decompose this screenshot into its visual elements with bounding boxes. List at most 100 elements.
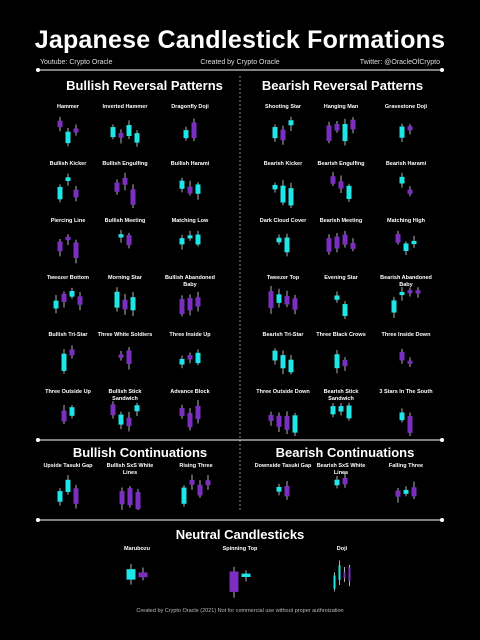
candle-body	[69, 349, 75, 356]
candle-body	[205, 480, 211, 486]
candle-body	[122, 299, 128, 310]
dot	[36, 68, 40, 72]
pattern-label: Tweezer Top	[266, 275, 300, 281]
pattern-label: Dark Cloud Cover	[259, 218, 307, 224]
candle-body	[276, 415, 282, 427]
candle-body	[187, 412, 193, 428]
candle-body	[272, 184, 278, 190]
candle-body	[195, 184, 201, 194]
candle-body	[334, 479, 340, 486]
candle-body	[403, 489, 409, 494]
candle-body	[330, 176, 336, 184]
candle-body	[73, 189, 79, 198]
candle-body	[407, 290, 413, 294]
candle-body	[288, 120, 294, 126]
candle-body	[126, 125, 132, 136]
candle-body	[179, 299, 185, 315]
candle-body	[407, 189, 413, 194]
candle-body	[118, 132, 124, 138]
candle-body	[399, 351, 405, 361]
pattern-label: Tweezer Bottom	[46, 275, 90, 281]
candle-body	[179, 407, 185, 417]
candle-body	[350, 242, 356, 249]
pattern-label: Bullish SxS White Lines	[106, 463, 154, 476]
candle-body	[334, 123, 340, 131]
dot	[440, 518, 444, 522]
pattern-label: Gravestone Doji	[384, 104, 428, 110]
candle-body	[191, 122, 197, 139]
pattern-label: Bearish Stick Sandwich	[323, 389, 359, 402]
candle-body	[65, 479, 71, 492]
candle-body	[187, 235, 193, 239]
section-title: Bearish Continuations	[275, 445, 415, 460]
candle-body	[61, 293, 67, 303]
candle-body	[118, 234, 124, 238]
candle-body	[415, 290, 421, 294]
pattern-label: Evening Star	[324, 275, 358, 281]
candle-body	[330, 406, 336, 415]
candle-body	[229, 571, 239, 592]
pattern-label: Upside Tasuki Gap	[43, 463, 93, 469]
pattern-label: Shooting Star	[264, 104, 302, 110]
candle-body	[138, 572, 148, 578]
pattern-label: Hanging Man	[323, 104, 359, 110]
pattern-label: Advance Block	[170, 389, 210, 395]
candle-body	[399, 291, 405, 296]
candle-body	[73, 128, 79, 133]
candle-body	[333, 575, 336, 589]
candle-body	[334, 354, 340, 369]
candle-body	[179, 238, 185, 245]
pattern-label: Spinning Top	[222, 546, 258, 552]
pattern-label: Bullish Kicker	[49, 161, 87, 167]
candle-body	[65, 131, 71, 144]
pattern-label: Bearish Harami	[385, 161, 427, 167]
dot	[36, 518, 40, 522]
pattern-label: Bearish Meeting	[319, 218, 363, 224]
candle-body	[187, 297, 193, 311]
section-title: Bullish Reversal Patterns	[66, 78, 223, 93]
pattern-label: Matching Low	[171, 218, 209, 224]
candle-body	[114, 182, 120, 192]
candle-body	[292, 415, 298, 433]
candle-body	[179, 180, 185, 189]
candle-body	[189, 479, 195, 485]
candle-body	[57, 241, 63, 252]
pattern-label: Bullish Abandoned Baby	[165, 275, 215, 288]
pattern-label: Bullish Stick Sandwich	[108, 389, 142, 402]
candle-body	[288, 359, 294, 373]
candle-body	[73, 488, 79, 504]
candle-body	[395, 233, 401, 243]
pattern-label: Piercing Line	[50, 218, 86, 224]
candle-body	[57, 186, 63, 200]
pattern-label: Dragonfly Doji	[171, 104, 209, 110]
candle-body	[391, 300, 397, 313]
candle-body	[338, 181, 344, 189]
candle-body	[276, 294, 282, 303]
candle-body	[338, 565, 341, 580]
candle-body	[241, 573, 251, 578]
candle-body	[65, 177, 71, 181]
candle-body	[268, 291, 274, 309]
candle-body	[342, 359, 348, 367]
candle-body	[272, 127, 278, 139]
pattern-label: Three Outside Up	[45, 389, 91, 395]
candle-body	[187, 355, 193, 360]
pattern-label: Bearish SxS White Lines	[316, 463, 366, 476]
candle-body	[187, 186, 193, 194]
candle-body	[57, 491, 63, 502]
candle-body	[130, 297, 136, 311]
candle-body	[195, 405, 201, 420]
candle-body	[110, 127, 116, 138]
candle-body	[342, 234, 348, 245]
pattern-label: Downside Tasuki Gap	[254, 463, 312, 469]
pattern-label: Three Black Crows	[316, 332, 366, 338]
dot	[440, 68, 444, 72]
pattern-label: Hammer	[56, 104, 79, 110]
pattern-label: 3 Stars In The South	[379, 389, 433, 395]
candle-body	[118, 414, 124, 425]
pattern-label: Bullish Engulfing	[102, 161, 148, 167]
candle-body	[280, 129, 286, 141]
candle-body	[272, 350, 278, 361]
pattern-label: Bearish Kicker	[263, 161, 303, 167]
